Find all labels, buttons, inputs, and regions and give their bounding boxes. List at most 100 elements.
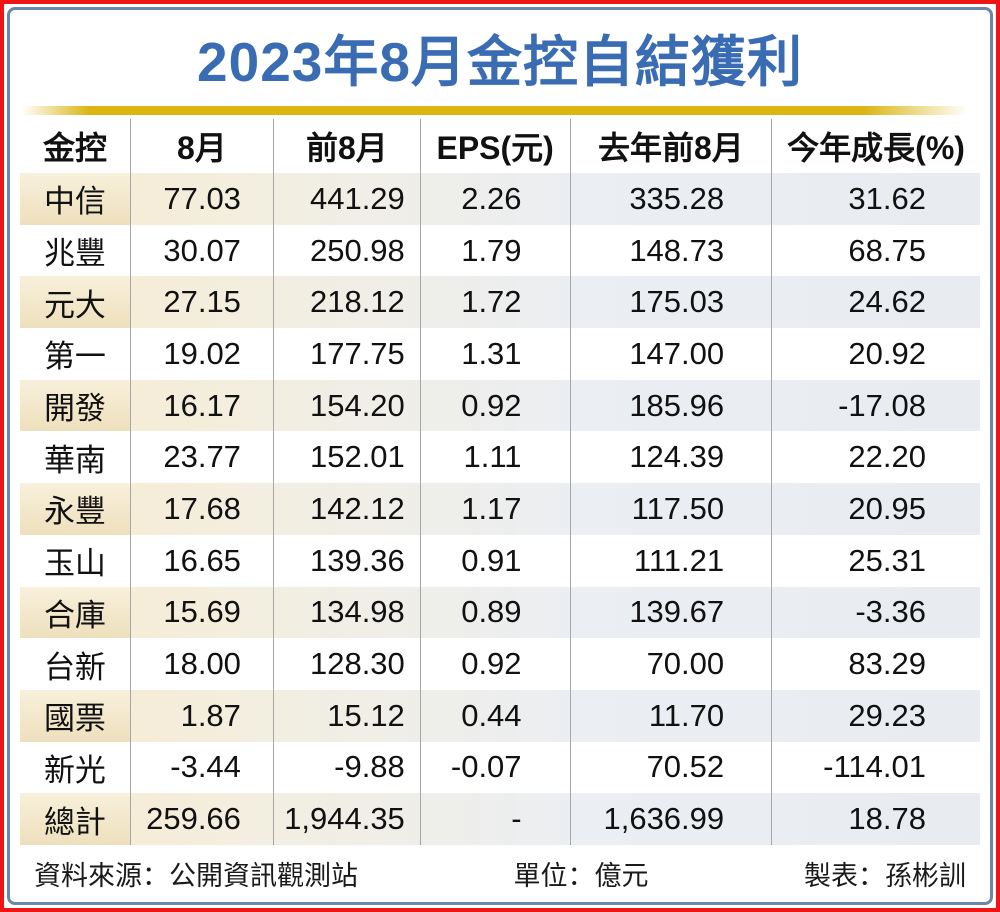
company-name-cell: 開發 [20,379,131,432]
value-cell: 19.02 [130,328,274,380]
value-cell: 24.62 [848,284,926,320]
table-row: 元大 27.15 218.12 1.72 175.03 24.62 [20,276,980,329]
value-cell: 11.70 [570,689,773,742]
value-cell: 23.77 [130,431,274,484]
company-name-cell: 第一 [20,328,131,380]
page-title: 2023年8月金控自結獲利 [197,31,803,93]
column-header-growth: 今年成長(%) [771,119,980,173]
column-header-august: 8月 [130,119,274,173]
footer: 資料來源：公開資訊觀測站 單位：億元 製表：孫彬訓 [20,854,980,893]
value-cell: 15.12 [273,689,421,742]
value-cell: 250.98 [273,224,421,277]
table-row-total: 總計 259.66 1,944.35 - 1,636.99 18.78 [20,793,980,845]
value-cell: 22.20 [848,439,926,475]
value-cell: 18.00 [130,638,274,690]
company-name-cell: 兆豐 [20,224,131,277]
company-name-cell: 中信 [20,173,131,225]
value-cell: 177.75 [273,328,421,380]
value-cell: 134.98 [273,586,421,639]
value-cell: 2.26 [420,173,571,225]
value-cell: 83.29 [848,646,926,682]
value-cell: 20.92 [848,335,926,371]
value-cell: 68.75 [848,232,926,268]
value-cell: -3.36 [855,594,926,630]
table-row: 兆豐 30.07 250.98 1.79 148.73 68.75 [20,224,980,277]
company-name-cell: 台新 [20,638,131,690]
value-cell: 20.95 [848,490,926,526]
value-cell: 259.66 [130,793,274,845]
data-source-note: 資料來源：公開資訊觀測站 [34,860,358,891]
table-row: 合庫 15.69 134.98 0.89 139.67 -3.36 [20,586,980,639]
value-cell: -3.44 [130,741,274,794]
value-cell: 30.07 [130,224,274,277]
unit-note: 單位：億元 [513,860,649,891]
value-cell: 117.50 [570,483,773,535]
column-header-company: 金控 [20,119,131,173]
credit-note: 製表：孫彬訓 [804,860,966,891]
table-row: 第一 19.02 177.75 1.31 147.00 20.92 [20,328,980,380]
column-header-eps: EPS(元) [420,119,571,173]
table-row: 中信 77.03 441.29 2.26 335.28 31.62 [20,173,980,225]
value-cell: 218.12 [273,276,421,329]
value-cell: 0.44 [420,689,571,742]
value-cell: 27.15 [130,276,274,329]
value-cell: 148.73 [570,224,773,277]
value-cell: 154.20 [273,379,421,432]
value-cell: 16.17 [130,379,274,432]
value-cell: 335.28 [570,173,773,225]
value-cell: 139.36 [273,534,421,587]
value-cell: 1.72 [420,276,571,329]
value-cell: 16.65 [130,534,274,587]
value-cell: 128.30 [273,638,421,690]
table-row: 台新 18.00 128.30 0.92 70.00 83.29 [20,638,980,690]
column-header-lastyear: 去年前8月 [570,119,773,173]
value-cell: 0.92 [420,638,571,690]
value-cell: 152.01 [273,431,421,484]
table-row: 新光 -3.44 -9.88 -0.07 70.52 -114.01 [20,741,980,794]
value-cell: 185.96 [570,379,773,432]
value-cell: -9.88 [273,741,421,794]
company-name-cell: 華南 [20,431,131,484]
value-cell: -0.07 [420,741,571,794]
profit-table: 金控 8月 前8月 EPS(元) 去年前8月 今年成長(%) 中信 77.03 … [20,119,980,845]
table-row: 玉山 16.65 139.36 0.91 111.21 25.31 [20,534,980,587]
value-cell: 25.31 [848,542,926,578]
value-cell: 0.89 [420,586,571,639]
company-name-cell: 元大 [20,276,131,329]
value-cell: 29.23 [848,697,926,733]
company-name-cell: 玉山 [20,534,131,587]
company-name-cell: 總計 [20,793,131,845]
value-cell: 1.87 [130,689,274,742]
value-cell: 124.39 [570,431,773,484]
value-cell: 31.62 [848,180,926,216]
table-row: 開發 16.17 154.20 0.92 185.96 -17.08 [20,379,980,432]
value-cell: 77.03 [130,173,274,225]
value-cell: 111.21 [570,534,773,587]
value-cell: 175.03 [570,276,773,329]
company-name-cell: 新光 [20,741,131,794]
value-cell: 17.68 [130,483,274,535]
value-cell: 15.69 [130,586,274,639]
gold-divider [22,106,978,115]
value-cell: 147.00 [570,328,773,380]
value-cell: 18.78 [848,801,926,837]
value-cell: -114.01 [823,749,926,785]
value-cell: 1.79 [420,224,571,277]
value-cell: 1.17 [420,483,571,535]
value-cell: 0.92 [420,379,571,432]
value-cell: 1,944.35 [273,793,421,845]
value-cell: 1,636.99 [570,793,773,845]
company-name-cell: 國票 [20,689,131,742]
company-name-cell: 合庫 [20,586,131,639]
value-cell: 142.12 [273,483,421,535]
value-cell: - [420,793,571,845]
value-cell: 1.11 [420,431,571,484]
content-area: 2023年8月金控自結獲利 金控 8月 前8月 EPS(元) 去年前8月 今年成… [10,10,990,902]
value-cell: 70.00 [570,638,773,690]
value-cell: 0.91 [420,534,571,587]
value-cell: 139.67 [570,586,773,639]
column-header-first8m: 前8月 [273,119,421,173]
value-cell: 70.52 [570,741,773,794]
